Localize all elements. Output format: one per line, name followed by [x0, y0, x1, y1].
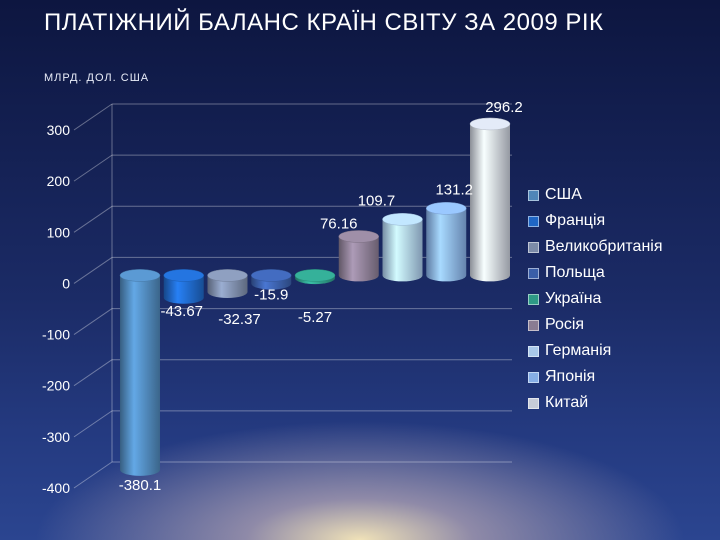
- legend-swatch: [528, 371, 539, 383]
- data-label: -15.9: [254, 287, 288, 304]
- legend-swatch: [528, 345, 539, 357]
- gridline-side: [73, 205, 113, 233]
- bar-cap: [469, 117, 511, 131]
- y-tick-label: -300: [42, 429, 70, 445]
- data-label: 296.2: [485, 99, 523, 116]
- legend-swatch: [528, 319, 539, 331]
- gridline-side: [73, 410, 113, 438]
- legend-label: Франція: [545, 212, 606, 229]
- bar-cap: [119, 269, 161, 282]
- data-label: 131.2: [435, 181, 473, 198]
- data-label: -43.67: [160, 303, 203, 320]
- legend-swatch: [528, 215, 539, 227]
- legend-item: США: [528, 182, 663, 208]
- legend-item: Франція: [528, 208, 663, 234]
- y-tick-label: 200: [47, 173, 71, 189]
- legend-label: Росія: [545, 316, 585, 333]
- gridline-side: [73, 461, 113, 489]
- bar-cap: [294, 269, 336, 282]
- gridline-side: [73, 359, 113, 387]
- bar-5: [294, 269, 336, 285]
- bar-body: [382, 219, 423, 282]
- bar-cap: [251, 269, 292, 282]
- legend-item: Великобританія: [528, 234, 663, 260]
- bar-2: [163, 269, 204, 304]
- bar-1: [119, 269, 161, 476]
- y-tick-label: 300: [47, 122, 71, 138]
- bar-cap: [426, 202, 467, 215]
- bar-cap: [163, 269, 204, 282]
- data-label: 76.16: [320, 215, 358, 232]
- bar-body: [207, 275, 248, 298]
- legend-swatch: [528, 267, 539, 279]
- data-label: 109.7: [358, 192, 396, 209]
- bar-body: [163, 275, 204, 304]
- bar-cap: [382, 213, 423, 226]
- bar-body: [338, 236, 379, 282]
- bar-cap: [207, 269, 248, 282]
- legend-label: Україна: [545, 290, 602, 307]
- legend-item: Україна: [528, 286, 663, 312]
- y-tick-label: 0: [62, 275, 70, 291]
- bar-layer: [119, 117, 511, 476]
- legend-item: Германія: [528, 338, 663, 364]
- y-tick-label: -200: [42, 378, 70, 394]
- bar-8: [426, 202, 467, 282]
- legend-item: Китай: [528, 390, 663, 416]
- data-label: -32.37: [218, 311, 261, 328]
- y-axis: -400 -300 -200 -100 0 100 200 300: [42, 122, 70, 496]
- gridline-side: [73, 308, 113, 335]
- legend-label: Германія: [545, 342, 612, 359]
- chart-legend: США Франція Великобританія Польща Україна Рос…: [528, 182, 663, 416]
- bar-cap: [338, 230, 379, 243]
- legend-item: Японія: [528, 364, 663, 390]
- y-tick-label: 100: [47, 224, 71, 240]
- slide-subtitle: МЛРД. ДОЛ. США: [44, 72, 150, 84]
- legend-label: Китай: [545, 394, 589, 411]
- legend-swatch: [528, 293, 539, 305]
- legend-swatch: [528, 241, 539, 253]
- y-tick-label: -100: [42, 327, 70, 343]
- bar-body: [470, 123, 510, 282]
- legend-label: Японія: [545, 368, 596, 385]
- legend-swatch: [528, 189, 539, 201]
- legend-item: Польща: [528, 260, 663, 286]
- bar-9: [469, 117, 511, 282]
- gridline-side: [73, 154, 113, 182]
- bar-7: [382, 213, 423, 282]
- bar-6: [338, 230, 379, 282]
- bar-4: [251, 269, 292, 290]
- legend-label: США: [545, 186, 582, 203]
- legend-swatch: [528, 397, 539, 409]
- bar-body: [426, 208, 467, 282]
- gridline-side: [73, 257, 113, 284]
- data-label: -5.27: [298, 309, 332, 326]
- legend-item: Росія: [528, 312, 663, 338]
- bar-body: [120, 275, 160, 476]
- legend-label: Польща: [545, 264, 605, 281]
- legend-label: Великобританія: [545, 238, 663, 255]
- bar-3: [207, 269, 248, 298]
- data-label: -380.1: [119, 477, 162, 494]
- slide-title: ПЛАТІЖНИЙ БАЛАНС КРАЇН СВІТУ ЗА 2009 РІК: [44, 9, 604, 36]
- gridline-side: [73, 103, 113, 131]
- y-tick-label: -400: [42, 480, 70, 496]
